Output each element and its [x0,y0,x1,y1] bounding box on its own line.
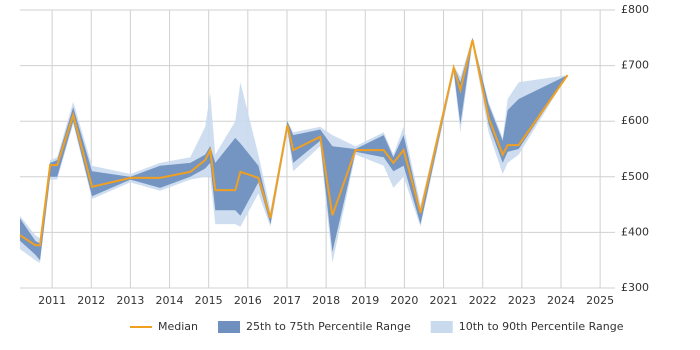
legend-label: Median [158,320,198,333]
x-tick-label: 2011 [38,294,66,307]
y-tick-label: £300 [621,281,649,294]
y-tick-label: £400 [621,225,649,238]
x-tick-label: 2016 [234,294,262,307]
y-tick-label: £600 [621,114,649,127]
y-tick-label: £700 [621,59,649,72]
legend-swatch [218,321,241,333]
x-tick-label: 2015 [195,294,223,307]
legend-label: 25th to 75th Percentile Range [246,320,411,333]
y-tick-label: £500 [621,170,649,183]
y-tick-label: £800 [621,3,649,16]
legend-label: 10th to 90th Percentile Range [459,320,624,333]
x-tick-label: 2012 [77,294,105,307]
x-tick-label: 2022 [469,294,497,307]
x-tick-label: 2017 [273,294,301,307]
x-tick-label: 2025 [586,294,614,307]
x-tick-label: 2013 [116,294,144,307]
x-tick-label: 2014 [156,294,184,307]
median-line [19,39,569,247]
x-tick-label: 2019 [351,294,379,307]
x-tick-label: 2023 [508,294,536,307]
x-tick-label: 2020 [390,294,418,307]
x-tick-label: 2018 [312,294,340,307]
x-tick-label: 2021 [430,294,458,307]
x-tick-label: 2024 [547,294,575,307]
legend-swatch [430,321,453,333]
